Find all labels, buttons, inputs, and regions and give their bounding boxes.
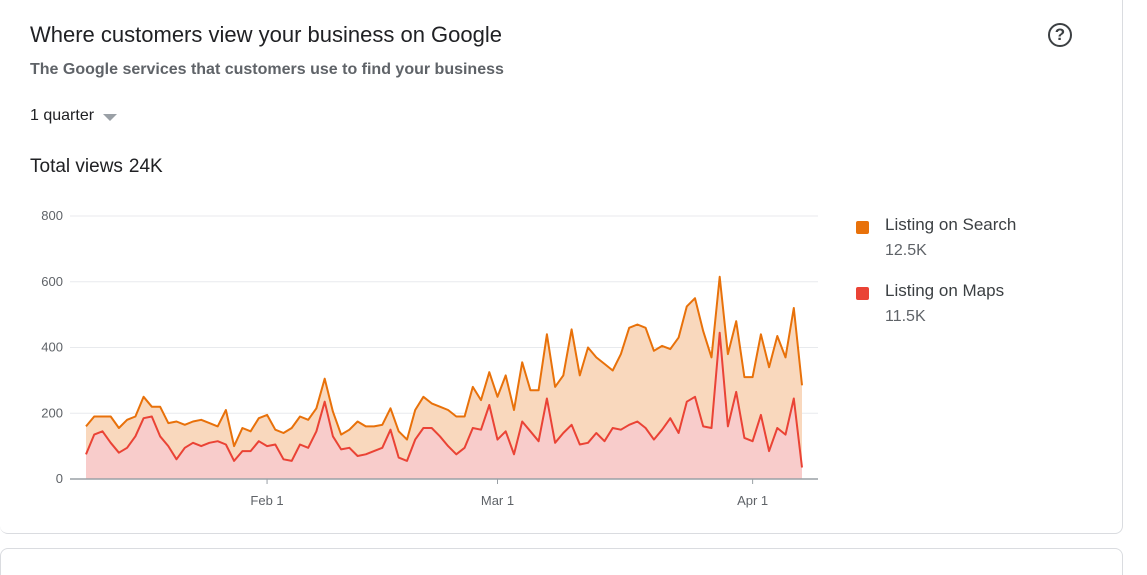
legend-value-search: 12.5K [885, 242, 927, 259]
views-card: Where customers view your business on Go… [0, 0, 1123, 534]
total-views-label: Total views [30, 156, 123, 177]
search-series-line [85, 275, 803, 448]
y-tick-label: 800 [41, 208, 63, 223]
legend-swatch-maps [856, 287, 869, 300]
period-label: 1 quarter [30, 107, 95, 124]
legend-swatch-search [856, 221, 869, 234]
y-tick-label: 400 [41, 340, 63, 355]
x-tick-label: Mar 1 [481, 493, 514, 508]
legend-name-maps: Listing on Maps [885, 281, 1005, 300]
period-dropdown[interactable]: 1 quarter [30, 107, 118, 125]
legend-value-maps: 11.5K [885, 308, 926, 325]
card-subtitle: The Google services that customers use t… [30, 61, 504, 78]
total-views: Total views 24K [30, 156, 169, 178]
y-tick-label: 200 [41, 405, 63, 420]
maps-area [86, 332, 802, 479]
y-tick-label: 600 [41, 274, 63, 289]
legend-name-search: Listing on Search [885, 215, 1017, 234]
caret-down-icon [103, 113, 118, 121]
help-circle-icon[interactable]: ? [1048, 23, 1072, 47]
total-views-value: 24K [128, 156, 163, 177]
card-title: Where customers view your business on Go… [30, 22, 502, 47]
maps-series-line [85, 331, 803, 468]
x-tick-label: Apr 1 [737, 493, 768, 508]
next-card [0, 548, 1123, 575]
search-area [86, 276, 802, 468]
views-area-chart: 0 200 400 600 800 Feb 1 Mar 1 Apr 1 [41, 208, 818, 508]
x-tick-label: Feb 1 [250, 493, 283, 508]
y-tick-label: 0 [56, 471, 63, 486]
